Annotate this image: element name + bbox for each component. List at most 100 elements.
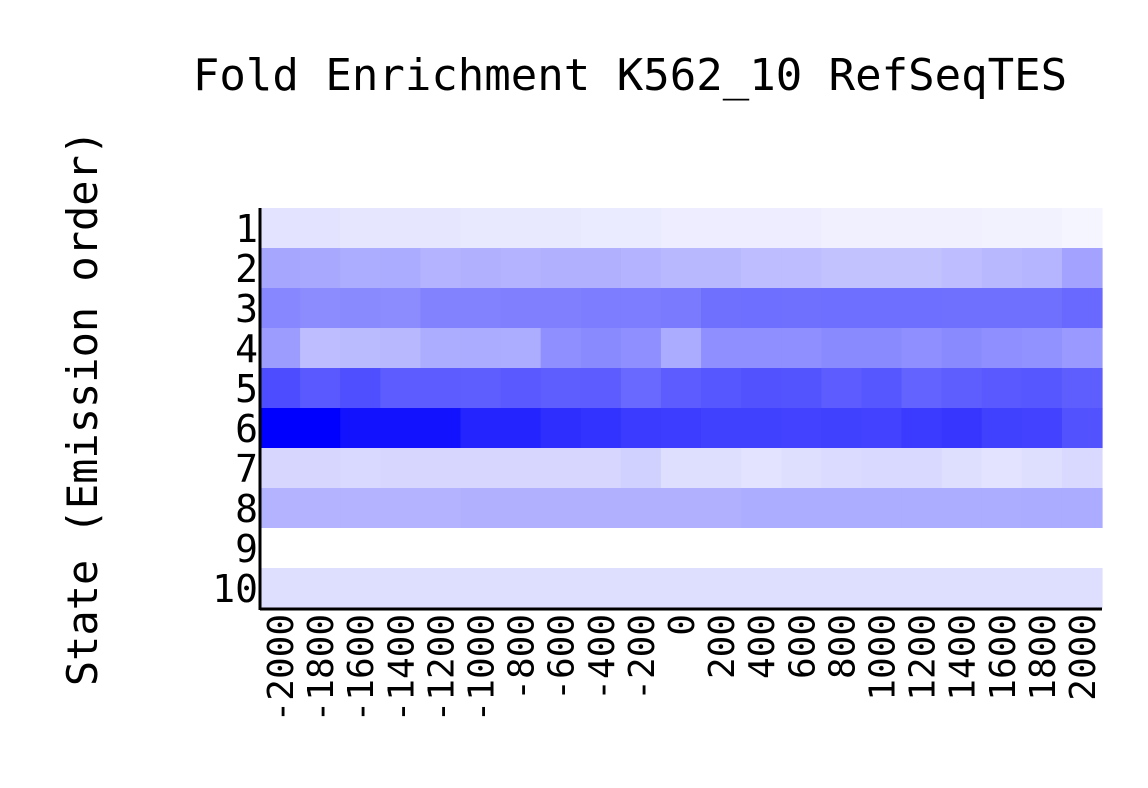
heatmap-cell-9--1400 <box>380 528 421 569</box>
heatmap-cell-2-400 <box>741 248 782 289</box>
x-tick-label: 0 <box>662 614 703 636</box>
x-tick-label: 600 <box>782 614 823 679</box>
heatmap-cell-10-600 <box>781 568 822 609</box>
heatmap-cell-6-1800 <box>1021 408 1063 449</box>
heatmap-cell-2-600 <box>781 248 822 289</box>
heatmap-cell-5--1800 <box>300 368 341 409</box>
heatmap-cell-3--200 <box>620 288 662 329</box>
heatmap-cell-2-1600 <box>981 248 1023 289</box>
heatmap-cell-7-2000 <box>1061 448 1103 489</box>
heatmap-cell-6--200 <box>620 408 662 449</box>
heatmap-cell-9--2000 <box>260 528 301 569</box>
heatmap-cell-9-600 <box>781 528 822 569</box>
heatmap-cell-8-1200 <box>901 488 943 529</box>
heatmap-cell-6-1200 <box>901 408 943 449</box>
heatmap-cell-5-0 <box>660 368 702 409</box>
heatmap-cell-1--400 <box>580 208 622 249</box>
heatmap-cell-4-200 <box>701 328 742 369</box>
heatmap-cell-2-1800 <box>1021 248 1063 289</box>
heatmap-cell-5--1400 <box>380 368 421 409</box>
heatmap-cell-6-1400 <box>941 408 983 449</box>
heatmap-cell-5--1600 <box>340 368 381 409</box>
heatmap-cell-5--400 <box>580 368 622 409</box>
heatmap-cell-4--200 <box>620 328 662 369</box>
heatmap-cell-1--1800 <box>300 208 341 249</box>
x-tick-label: -1000 <box>462 614 503 722</box>
heatmap-cell-2--200 <box>620 248 662 289</box>
heatmap-cell-8--600 <box>540 488 582 529</box>
heatmap-cell-1-1600 <box>981 208 1023 249</box>
heatmap-cell-5--600 <box>540 368 582 409</box>
heatmap-cell-6--1800 <box>300 408 341 449</box>
heatmap-cell-1--1200 <box>420 208 462 249</box>
heatmap-cell-2-1000 <box>861 248 903 289</box>
heatmap-cell-7-1600 <box>981 448 1023 489</box>
heatmap-cell-7-1400 <box>941 448 983 489</box>
heatmap-cell-2--2000 <box>260 248 301 289</box>
heatmap-cell-9-1000 <box>861 528 903 569</box>
heatmap-cell-10--1800 <box>300 568 341 609</box>
heatmap-cell-7-0 <box>660 448 702 489</box>
y-tick-label: 4 <box>235 327 258 371</box>
heatmap-cell-6-2000 <box>1061 408 1103 449</box>
y-tick-label: 9 <box>235 527 258 571</box>
x-tick-label: 200 <box>702 614 743 679</box>
heatmap-cell-7--400 <box>580 448 622 489</box>
heatmap-cell-2-1200 <box>901 248 943 289</box>
heatmap-cell-4-600 <box>781 328 822 369</box>
heatmap-cell-9--400 <box>580 528 622 569</box>
heatmap-cell-10--2000 <box>260 568 301 609</box>
heatmap-cell-10-800 <box>821 568 863 609</box>
heatmap-cell-6-600 <box>781 408 822 449</box>
y-axis-label: State (Emission order) <box>58 130 107 686</box>
x-tick-label: -1200 <box>421 614 462 722</box>
heatmap-cell-5-2000 <box>1061 368 1103 409</box>
heatmap-cell-4--600 <box>540 328 582 369</box>
heatmap-cell-3--1000 <box>460 288 502 329</box>
heatmap-cell-4--400 <box>580 328 622 369</box>
x-tick-label: -200 <box>622 614 663 701</box>
heatmap-cell-7--1800 <box>300 448 341 489</box>
heatmap-cell-3-2000 <box>1061 288 1103 329</box>
x-tick-label: -2000 <box>261 614 302 722</box>
heatmap-cell-8-800 <box>821 488 863 529</box>
x-tick-label: 1400 <box>943 614 984 701</box>
heatmap-cell-7--1200 <box>420 448 462 489</box>
heatmap-cell-7--800 <box>500 448 542 489</box>
heatmap-cell-3-600 <box>781 288 822 329</box>
y-tick-label: 10 <box>212 567 258 611</box>
heatmap-cell-10--1200 <box>420 568 462 609</box>
heatmap-cell-1--2000 <box>260 208 301 249</box>
heatmap-cell-2--400 <box>580 248 622 289</box>
heatmap-cell-1-1000 <box>861 208 903 249</box>
heatmap-cell-10--1000 <box>460 568 502 609</box>
heatmap-cell-7-1200 <box>901 448 943 489</box>
heatmap-cell-4--1600 <box>340 328 381 369</box>
heatmap-cell-9--1800 <box>300 528 341 569</box>
heatmap-cell-1-400 <box>741 208 782 249</box>
x-tick-labels: -2000 -1800 -1600 -1400 -1200 -1000 -800 -600 -4… <box>261 614 1104 722</box>
heatmap-cell-8-2000 <box>1061 488 1103 529</box>
heatmap-cell-3-0 <box>660 288 702 329</box>
heatmap-cell-4--2000 <box>260 328 301 369</box>
heatmap-cell-7--600 <box>540 448 582 489</box>
heatmap-cell-1-2000 <box>1061 208 1103 249</box>
heatmap-cell-8--1200 <box>420 488 462 529</box>
heatmap-cell-7-200 <box>701 448 742 489</box>
heatmap-cell-9--1200 <box>420 528 462 569</box>
heatmap-cell-2-800 <box>821 248 863 289</box>
x-tick-label: -1800 <box>301 614 342 722</box>
heatmap-cell-10-1200 <box>901 568 943 609</box>
heatmap-cell-9-0 <box>660 528 702 569</box>
heatmap-cell-1-800 <box>821 208 863 249</box>
heatmap-cell-6-200 <box>701 408 742 449</box>
heatmap-cell-8-1400 <box>941 488 983 529</box>
heatmap-cell-6-400 <box>741 408 782 449</box>
heatmap-cell-9--1600 <box>340 528 381 569</box>
x-tick-label: -400 <box>582 614 623 701</box>
heatmap-cell-8--1400 <box>380 488 421 529</box>
heatmap-cell-4--800 <box>500 328 542 369</box>
